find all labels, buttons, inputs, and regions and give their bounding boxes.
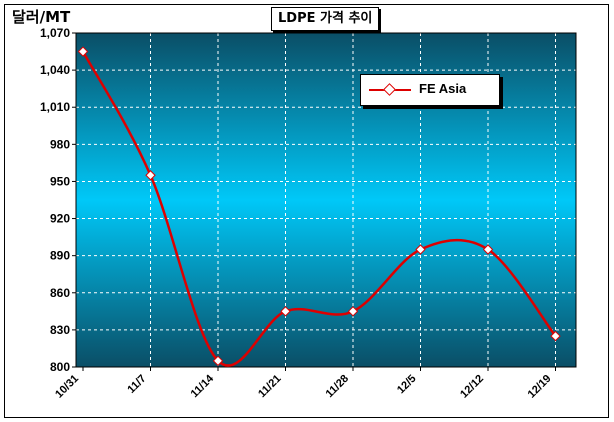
- data-point-marker: [212, 355, 224, 367]
- x-tick-label: 10/31: [53, 373, 81, 401]
- x-tick-label: 11/28: [324, 373, 352, 401]
- legend-diamond-marker: [383, 83, 396, 96]
- data-point-marker: [145, 170, 156, 181]
- x-axis: 10/31 11/7 11/14 11/21 11/28 12/5 12/12 12/19: [53, 367, 556, 401]
- y-tick-label: 830: [50, 323, 70, 337]
- y-tick-label: 800: [50, 360, 70, 374]
- data-point-marker: [280, 306, 291, 317]
- x-tick-label: 11/14: [189, 372, 217, 400]
- x-tick-label: 11/21: [256, 373, 284, 401]
- x-tick-label: 12/5: [395, 373, 419, 397]
- legend-label: FE Asia: [419, 81, 467, 96]
- data-point-marker: [347, 306, 359, 317]
- y-tick-label: 1,010: [40, 100, 70, 114]
- x-tick-label: 11/7: [125, 373, 148, 396]
- data-point-marker: [550, 330, 561, 342]
- y-tick-label: 860: [50, 286, 70, 300]
- y-tick-label: 890: [50, 249, 70, 263]
- plot-border: [75, 32, 577, 368]
- y-tick-label: 980: [50, 137, 70, 151]
- chart-title: LDPE 가격 추이: [271, 7, 380, 31]
- data-point-marker: [77, 46, 89, 57]
- x-tick-label: 12/12: [458, 373, 486, 401]
- y-tick-label: 1,040: [40, 63, 70, 77]
- y-axis: 800 830 860 890 920 950 980 1,010 1,040 1,070: [40, 26, 76, 374]
- data-point-marker: [415, 244, 426, 255]
- y-axis-unit-label: 달러/MT: [12, 8, 71, 26]
- legend: FE Asia: [360, 74, 500, 106]
- y-tick-label: 950: [50, 174, 70, 188]
- data-point-marker: [482, 244, 494, 255]
- x-tick-label: 12/19: [526, 373, 554, 401]
- y-tick-label: 1,070: [40, 26, 70, 40]
- series-fe-asia: [77, 46, 561, 367]
- y-tick-label: 920: [50, 212, 70, 226]
